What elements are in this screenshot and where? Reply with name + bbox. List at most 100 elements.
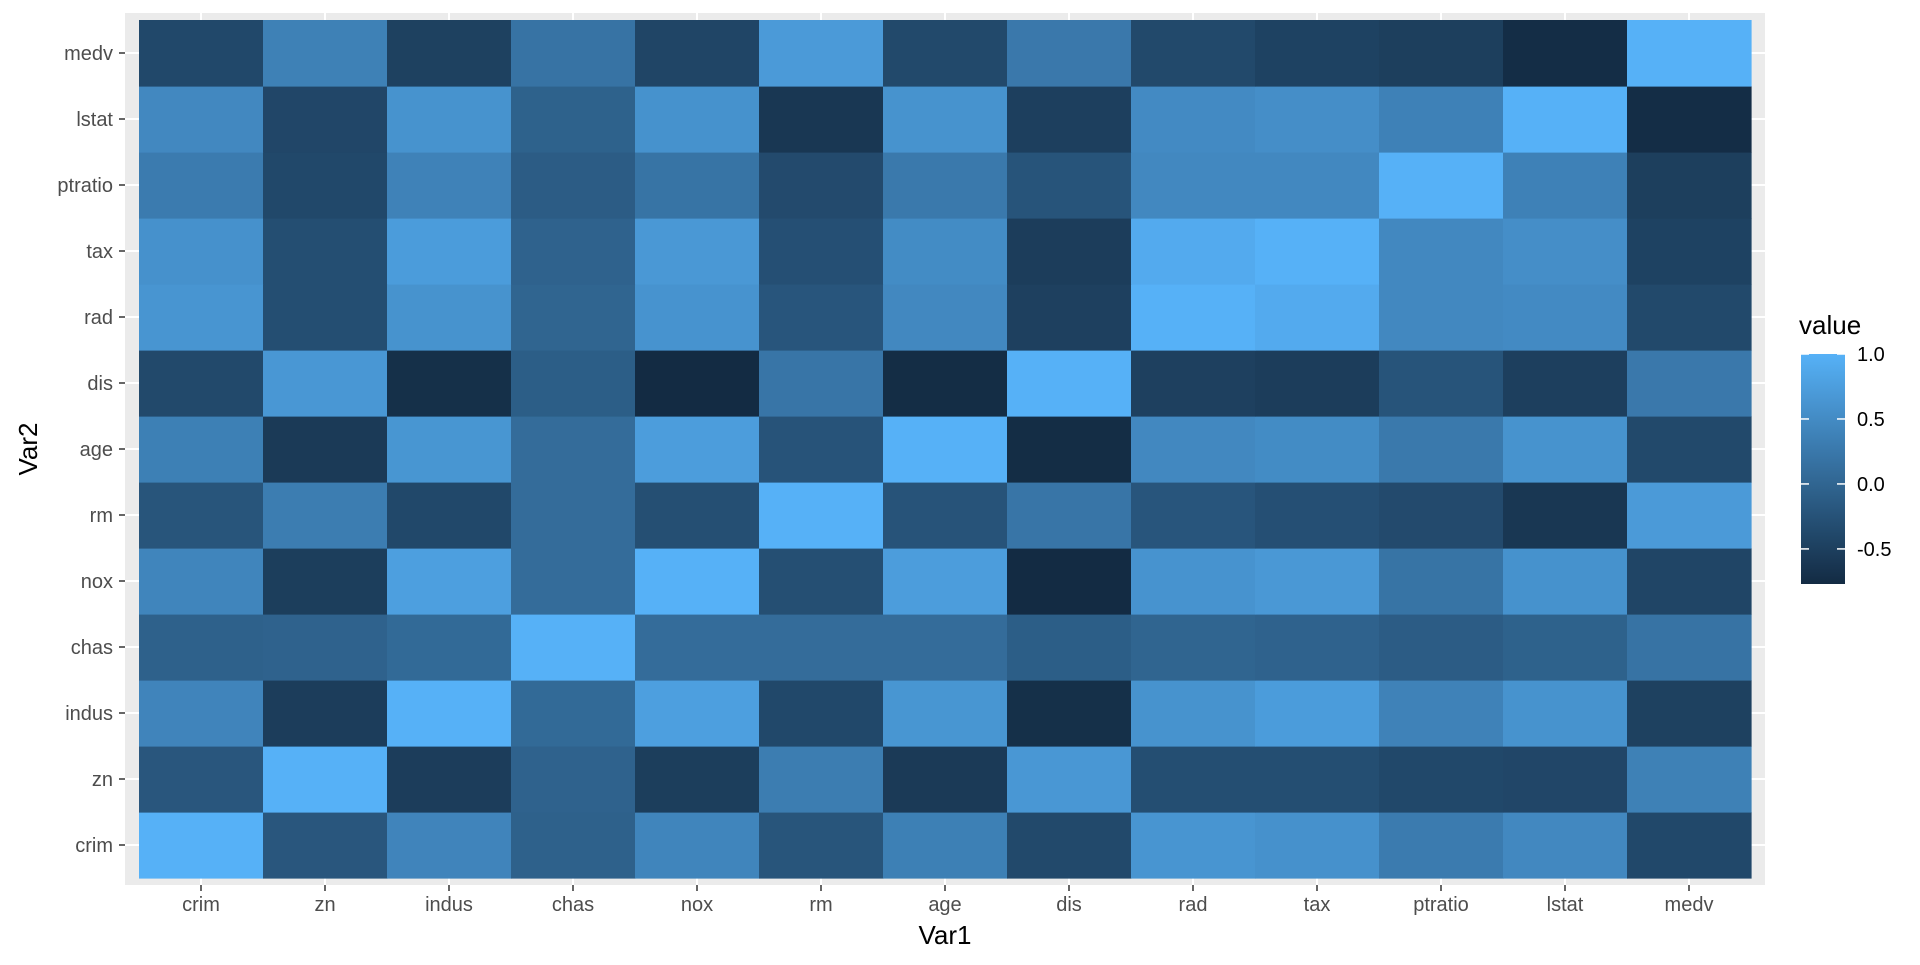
heatmap-cell-ptratio-rm [1379,482,1504,549]
heatmap-cell-zn-chas [263,614,388,681]
heatmap-cell-indus-zn [387,746,512,813]
heatmap-cell-crim-tax [139,218,264,285]
heatmap-cell-nox-zn [635,746,760,813]
heatmap-cell-chas-indus [511,680,636,747]
heatmap-cell-crim-indus [139,680,264,747]
heatmap-cell-lstat-rm [1503,482,1628,549]
heatmap-cell-age-medv [883,20,1008,87]
heatmap-cell-dis-nox [1007,548,1132,615]
heatmap-cell-rad-rm [1131,482,1256,549]
y-axis-ticks: crim zn indus chas nox rm age dis rad tax ptratio l… [57,43,125,857]
heatmap-cell-nox-age [635,416,760,483]
heatmap-cell-rad-tax [1131,218,1256,285]
x-tick-label: zn [314,894,335,916]
y-tick-label: nox [81,571,113,593]
heatmap-cell-ptratio-medv [1379,20,1504,87]
heatmap-cell-crim-rm [139,482,264,549]
heatmap-cell-rm-ptratio [759,152,884,219]
heatmap-cell-zn-crim [263,812,388,879]
heatmap-cell-lstat-lstat [1503,86,1628,153]
heatmap-cell-rm-rm [759,482,884,549]
heatmap-cell-chas-age [511,416,636,483]
heatmap-cell-indus-rm [387,482,512,549]
heatmap-cell-tax-medv [1255,20,1380,87]
heatmap-cell-zn-lstat [263,86,388,153]
heatmap-cell-tax-crim [1255,812,1380,879]
heatmap-cell-crim-crim [139,812,264,879]
heatmap-cell-tax-lstat [1255,86,1380,153]
heatmap-cell-nox-rm [635,482,760,549]
heatmap-cell-tax-rm [1255,482,1380,549]
heatmap-cell-rad-ptratio [1131,152,1256,219]
heatmap-cell-medv-nox [1627,548,1752,615]
heatmap-cell-dis-chas [1007,614,1132,681]
heatmap-cell-ptratio-crim [1379,812,1504,879]
heatmap-cell-dis-ptratio [1007,152,1132,219]
heatmap-cells [139,20,1752,879]
heatmap-cell-indus-ptratio [387,152,512,219]
heatmap-cell-zn-indus [263,680,388,747]
heatmap-cell-indus-rad [387,284,512,351]
y-tick-label: indus [65,703,113,725]
heatmap-cell-dis-tax [1007,218,1132,285]
heatmap-cell-medv-rm [1627,482,1752,549]
y-tick-label: rm [90,505,113,527]
heatmap-cell-zn-dis [263,350,388,417]
heatmap-cell-dis-indus [1007,680,1132,747]
x-tick-label: medv [1665,894,1714,916]
x-tick-label: nox [681,894,713,916]
x-axis-ticks: crim zn indus chas nox rm age dis rad tax ptratio l… [182,885,1713,916]
heatmap-cell-tax-dis [1255,350,1380,417]
heatmap-cell-lstat-medv [1503,20,1628,87]
heatmap-cell-tax-chas [1255,614,1380,681]
y-tick-label: ptratio [57,175,113,197]
heatmap-cell-rm-medv [759,20,884,87]
heatmap-cell-medv-indus [1627,680,1752,747]
heatmap-cell-age-rm [883,482,1008,549]
heatmap-cell-rm-age [759,416,884,483]
heatmap-cell-medv-ptratio [1627,152,1752,219]
heatmap-cell-ptratio-lstat [1379,86,1504,153]
heatmap-cell-dis-zn [1007,746,1132,813]
heatmap-cell-indus-indus [387,680,512,747]
heatmap-cell-age-zn [883,746,1008,813]
y-tick-label: zn [92,769,113,791]
heatmap-cell-dis-rm [1007,482,1132,549]
heatmap-cell-medv-crim [1627,812,1752,879]
heatmap-cell-ptratio-dis [1379,350,1504,417]
heatmap-cell-rad-nox [1131,548,1256,615]
heatmap-cell-nox-medv [635,20,760,87]
y-tick-label: chas [71,637,113,659]
heatmap-cell-lstat-zn [1503,746,1628,813]
heatmap-cell-chas-ptratio [511,152,636,219]
heatmap-cell-medv-age [1627,416,1752,483]
heatmap-cell-crim-ptratio [139,152,264,219]
heatmap-cell-tax-tax [1255,218,1380,285]
heatmap-cell-rad-lstat [1131,86,1256,153]
heatmap-cell-zn-ptratio [263,152,388,219]
legend-tick-label: 1.0 [1857,344,1885,366]
y-tick-label: lstat [76,109,113,131]
heatmap-cell-ptratio-nox [1379,548,1504,615]
heatmap-cell-chas-tax [511,218,636,285]
heatmap-cell-dis-crim [1007,812,1132,879]
heatmap-cell-age-indus [883,680,1008,747]
x-tick-label: indus [425,894,473,916]
heatmap-cell-indus-lstat [387,86,512,153]
heatmap-cell-chas-rm [511,482,636,549]
heatmap-cell-chas-medv [511,20,636,87]
heatmap-cell-tax-age [1255,416,1380,483]
heatmap-cell-zn-rad [263,284,388,351]
x-tick-label: ptratio [1413,894,1469,916]
heatmap-cell-zn-medv [263,20,388,87]
heatmap-cell-chas-nox [511,548,636,615]
heatmap-cell-rm-zn [759,746,884,813]
heatmap-cell-crim-chas [139,614,264,681]
heatmap-cell-rad-age [1131,416,1256,483]
legend-tick-label: 0.5 [1857,409,1885,431]
heatmap-cell-dis-medv [1007,20,1132,87]
heatmap-cell-ptratio-rad [1379,284,1504,351]
heatmap-cell-crim-age [139,416,264,483]
